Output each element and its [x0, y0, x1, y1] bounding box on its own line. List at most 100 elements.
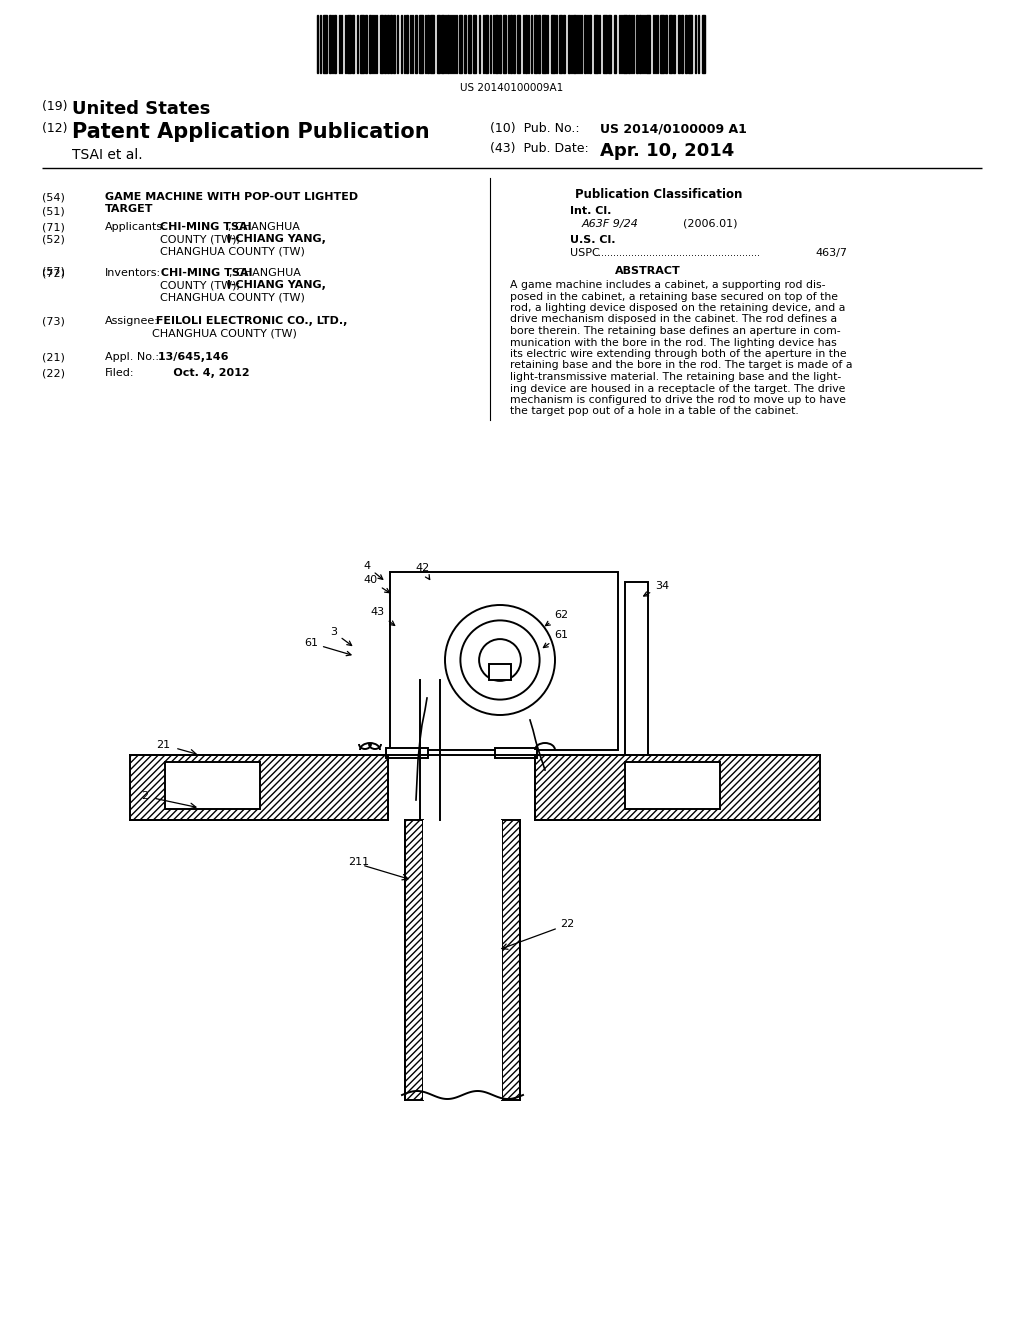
Text: ......................................................: ........................................… [598, 248, 760, 257]
Text: COUNTY (TW);: COUNTY (TW); [160, 280, 240, 290]
Text: TARGET: TARGET [105, 205, 154, 214]
Text: I-CHIANG YANG,: I-CHIANG YANG, [223, 280, 326, 290]
Bar [130, 755, 388, 820]
Bar [459, 15, 462, 73]
Text: U.S. Cl.: U.S. Cl. [570, 235, 615, 246]
Bar [165, 762, 260, 809]
Text: I-CHIANG YANG,: I-CHIANG YANG, [223, 234, 326, 244]
Text: (19): (19) [42, 100, 72, 114]
Bar [441, 15, 444, 73]
Text: 3: 3 [330, 627, 351, 645]
Bar [406, 15, 408, 73]
Bar [387, 15, 389, 73]
Text: (52): (52) [42, 235, 65, 246]
Bar [495, 748, 537, 758]
Text: (73): (73) [42, 315, 65, 326]
Text: 34: 34 [644, 581, 669, 597]
Bar [573, 15, 575, 73]
Text: Inventors:: Inventors: [105, 268, 161, 279]
Bar [688, 15, 692, 73]
Text: 42: 42 [415, 564, 430, 579]
Text: FEILOLI ELECTRONIC CO., LTD.,: FEILOLI ELECTRONIC CO., LTD., [152, 315, 347, 326]
Bar [608, 15, 611, 73]
Bar [347, 15, 351, 73]
Bar [665, 15, 667, 73]
Bar [559, 15, 562, 73]
Bar [384, 15, 386, 73]
Bar [495, 15, 498, 73]
Bar [685, 15, 687, 73]
Text: rod, a lighting device disposed on the retaining device, and a: rod, a lighting device disposed on the r… [510, 304, 846, 313]
Bar [669, 15, 672, 73]
Bar [625, 582, 648, 755]
Bar [594, 15, 598, 73]
Text: 211: 211 [348, 857, 369, 867]
Text: munication with the bore in the rod. The lighting device has: munication with the bore in the rod. The… [510, 338, 837, 347]
Bar [499, 15, 501, 73]
Text: (57): (57) [42, 267, 65, 276]
Bar [390, 15, 392, 73]
Bar [636, 15, 638, 73]
Bar [603, 15, 607, 73]
Text: A63F 9/24: A63F 9/24 [582, 219, 639, 228]
Text: 22: 22 [560, 919, 574, 929]
Text: drive mechanism disposed in the cabinet. The rod defines a: drive mechanism disposed in the cabinet.… [510, 314, 838, 325]
Text: (72): (72) [42, 268, 65, 279]
Bar [589, 15, 591, 73]
Text: Patent Application Publication: Patent Application Publication [72, 121, 430, 143]
Text: A game machine includes a cabinet, a supporting rod dis-: A game machine includes a cabinet, a sup… [510, 280, 825, 290]
Bar [517, 15, 520, 73]
Bar [447, 15, 449, 73]
Bar [502, 820, 520, 1100]
Bar [673, 15, 675, 73]
Text: US 20140100009A1: US 20140100009A1 [461, 83, 563, 92]
Text: 21: 21 [156, 741, 170, 750]
Bar [393, 15, 395, 73]
Bar [568, 15, 570, 73]
Text: Oct. 4, 2012: Oct. 4, 2012 [154, 368, 250, 378]
Bar [406, 820, 423, 1100]
Text: Assignee:: Assignee: [105, 315, 159, 326]
Bar [485, 15, 488, 73]
Bar [542, 15, 546, 73]
Text: mechanism is configured to drive the rod to move up to have: mechanism is configured to drive the rod… [510, 395, 846, 405]
Bar [678, 15, 680, 73]
Text: ing device are housed in a receptacle of the target. The drive: ing device are housed in a receptacle of… [510, 384, 846, 393]
Bar [360, 15, 364, 73]
Text: COUNTY (TW);: COUNTY (TW); [160, 234, 240, 244]
Bar [639, 15, 641, 73]
Text: (51): (51) [42, 206, 65, 216]
Text: 4: 4 [362, 561, 383, 579]
Text: (43)  Pub. Date:: (43) Pub. Date: [490, 143, 589, 154]
Text: CHI-MING TSAI: CHI-MING TSAI [160, 222, 252, 232]
Text: (21): (21) [42, 352, 65, 362]
Text: Int. Cl.: Int. Cl. [570, 206, 611, 216]
Text: 62: 62 [546, 610, 568, 626]
Bar [510, 15, 512, 73]
Text: (12): (12) [42, 121, 72, 135]
Bar [323, 15, 327, 73]
Bar [513, 15, 515, 73]
Bar [614, 15, 616, 73]
Bar [525, 15, 527, 73]
Text: 40: 40 [362, 576, 389, 593]
Text: CHI-MING TSAI: CHI-MING TSAI [157, 268, 253, 279]
Text: (10)  Pub. No.:: (10) Pub. No.: [490, 121, 580, 135]
Bar [535, 755, 820, 820]
Bar [390, 572, 618, 750]
Bar [660, 15, 664, 73]
Text: the target pop out of a hole in a table of the cabinet.: the target pop out of a hole in a table … [510, 407, 799, 417]
Text: its electric wire extending through both of the aperture in the: its electric wire extending through both… [510, 348, 847, 359]
Text: Apr. 10, 2014: Apr. 10, 2014 [600, 143, 734, 160]
Text: 61: 61 [304, 638, 351, 656]
Text: US 2014/0100009 A1: US 2014/0100009 A1 [600, 121, 746, 135]
Bar [646, 15, 650, 73]
Bar [365, 15, 367, 73]
Text: (2006.01): (2006.01) [655, 219, 737, 228]
Bar [329, 15, 331, 73]
Bar [415, 15, 417, 73]
Text: GAME MACHINE WITH POP-OUT LIGHTED: GAME MACHINE WITH POP-OUT LIGHTED [105, 191, 358, 202]
Bar [681, 15, 683, 73]
Text: light-transmissive material. The retaining base and the light-: light-transmissive material. The retaini… [510, 372, 842, 381]
Bar [563, 15, 565, 73]
